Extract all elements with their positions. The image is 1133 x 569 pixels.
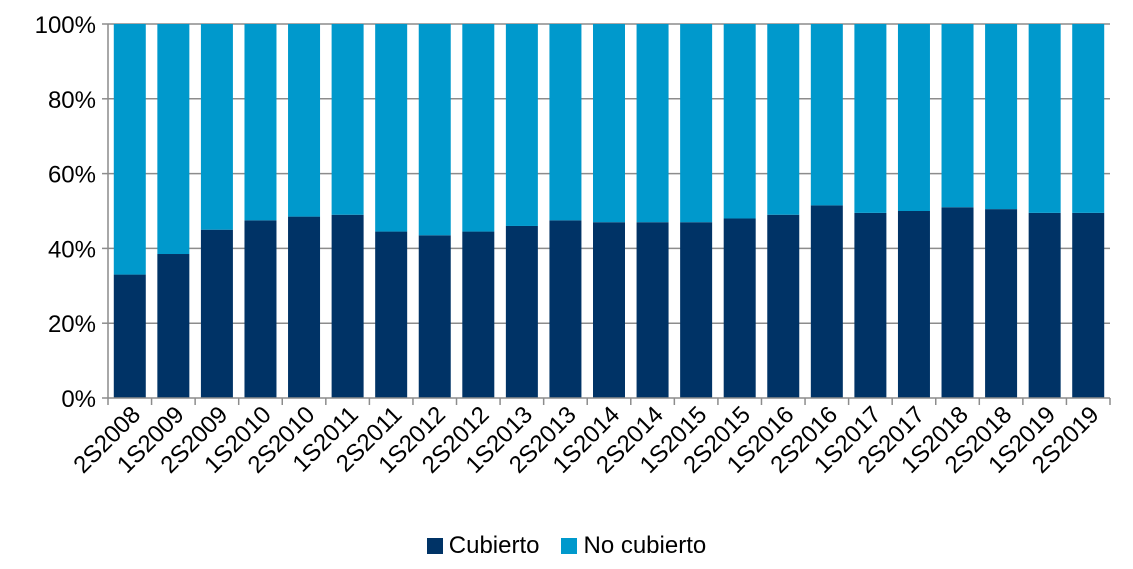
bar-cubierto xyxy=(723,218,756,398)
bar-no-cubierto xyxy=(985,24,1018,210)
bar-cubierto xyxy=(505,225,538,398)
legend-item-cubierto: Cubierto xyxy=(426,532,540,560)
legend: Cubierto No cubierto xyxy=(0,532,1133,560)
x-tick-labels: 2S20081S20092S20091S20102S20101S20112S20… xyxy=(68,401,1104,479)
y-tick-label: 0% xyxy=(61,386,96,413)
bar-cubierto xyxy=(375,231,408,398)
bar-no-cubierto xyxy=(418,24,451,236)
bar-no-cubierto xyxy=(810,24,843,206)
legend-label-no-cubierto: No cubierto xyxy=(583,532,707,559)
bar-no-cubierto xyxy=(505,24,538,226)
bar-no-cubierto xyxy=(1028,24,1061,213)
bar-cubierto xyxy=(157,254,190,398)
bar-cubierto xyxy=(331,214,364,398)
bar-no-cubierto xyxy=(941,24,974,208)
bar-cubierto xyxy=(810,205,843,398)
bar-no-cubierto xyxy=(1072,24,1105,213)
bar-cubierto xyxy=(462,231,495,398)
bar-no-cubierto xyxy=(854,24,887,213)
legend-label-cubierto: Cubierto xyxy=(448,532,540,559)
bar-cubierto xyxy=(941,207,974,398)
bar-cubierto xyxy=(1028,212,1061,398)
bar-no-cubierto xyxy=(157,24,190,255)
bar-cubierto xyxy=(244,220,277,398)
bar-no-cubierto xyxy=(549,24,582,221)
y-tick-labels: 0% 20% 40% 60% 80% 100% xyxy=(35,12,96,413)
bar-no-cubierto xyxy=(462,24,495,232)
bar-cubierto xyxy=(767,214,800,398)
bar-no-cubierto xyxy=(680,24,713,223)
y-tick-label: 80% xyxy=(48,87,96,114)
bar-no-cubierto xyxy=(113,24,146,275)
legend-item-no-cubierto: No cubierto xyxy=(561,532,706,560)
bar-cubierto xyxy=(636,222,669,398)
bar-cubierto xyxy=(1072,212,1105,398)
bar-cubierto xyxy=(897,211,930,398)
y-tick-label: 100% xyxy=(35,12,96,39)
bar-cubierto xyxy=(593,222,625,398)
bar-cubierto xyxy=(418,235,451,398)
y-tick-label: 60% xyxy=(48,162,96,189)
bar-cubierto xyxy=(985,209,1018,398)
bar-cubierto xyxy=(854,212,887,398)
axes xyxy=(107,24,1111,405)
bar-no-cubierto xyxy=(723,24,756,219)
bar-no-cubierto xyxy=(897,24,930,211)
bar-no-cubierto xyxy=(375,24,408,232)
bar-no-cubierto xyxy=(767,24,800,215)
bar-no-cubierto xyxy=(244,24,277,221)
y-tick-label: 40% xyxy=(48,236,96,263)
bar-cubierto xyxy=(113,274,146,398)
y-tick-label: 20% xyxy=(48,311,96,338)
bar-no-cubierto xyxy=(331,24,364,215)
bar-cubierto xyxy=(200,229,233,398)
legend-swatch-cubierto xyxy=(426,538,443,554)
bar-cubierto xyxy=(549,220,582,398)
legend-swatch-no-cubierto xyxy=(561,538,578,554)
bar-no-cubierto xyxy=(200,24,233,230)
bar-cubierto xyxy=(680,222,713,398)
bar-no-cubierto xyxy=(636,24,669,223)
bars xyxy=(113,24,1105,398)
bar-no-cubierto xyxy=(288,24,321,217)
bar-no-cubierto xyxy=(593,24,625,223)
stacked-bar-chart: 0% 20% 40% 60% 80% 100% 2S20081S20092S20091S2… xyxy=(35,12,1111,479)
bar-cubierto xyxy=(288,216,321,398)
